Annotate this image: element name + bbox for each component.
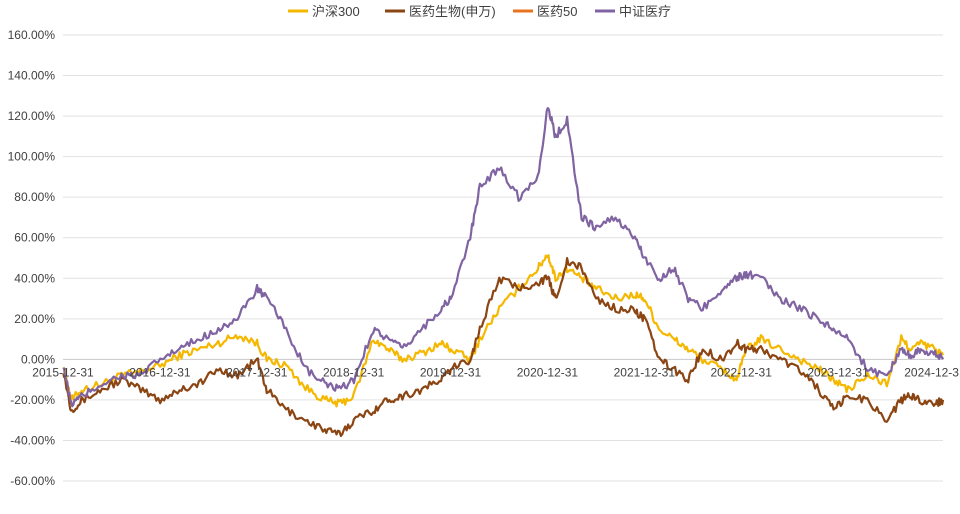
x-tick-label: 2016-12-31 [129,365,191,379]
x-tick-label: 2024-12-31 [904,365,960,379]
y-tick-label: 140.00% [8,69,56,83]
x-tick-label: 2015-12-31 [32,365,94,379]
x-tick-label: 2019-12-31 [420,365,482,379]
y-tick-label: 120.00% [8,109,56,123]
series-line-0 [62,254,945,408]
x-tick-label: 2018-12-31 [323,365,385,379]
y-tick-label: -20.00% [10,393,55,407]
x-tick-label: 2020-12-31 [517,365,579,379]
y-tick-label: 20.00% [14,312,55,326]
y-tick-label: 160.00% [8,28,56,42]
x-tick-label: 2021-12-31 [614,365,676,379]
chart-grid [63,34,943,482]
y-tick-label: 40.00% [14,271,55,285]
y-tick-label: -40.00% [10,433,55,447]
series-lines [62,106,945,437]
y-tick-label: 60.00% [14,231,55,245]
legend-label: 中证医疗 [619,4,671,19]
legend-label: 医药50 [537,4,577,19]
series-line-3 [62,106,945,408]
y-tick-label: 80.00% [14,190,55,204]
legend-label: 医药生物(申万) [409,4,496,19]
y-axis-ticks: 160.00% 140.00% 120.00% 100.00% 80.00% 60.00%… [8,28,56,488]
y-tick-label: 100.00% [8,150,56,164]
x-tick-label: 2023-12-31 [807,365,869,379]
x-tick-label: 2022-12-31 [710,365,772,379]
chart-legend: 沪深300 医药生物(申万) 医药50 中证医疗 [288,4,671,19]
legend-label: 沪深300 [312,4,360,19]
series-line-1 [62,257,945,437]
y-tick-label: -60.00% [10,474,55,488]
x-tick-label: 2017-12-31 [226,365,288,379]
x-axis-ticks: 2015-12-31 2016-12-31 2017-12-31 2018-12-31… [32,365,960,379]
y-tick-label: 0.00% [21,352,55,366]
